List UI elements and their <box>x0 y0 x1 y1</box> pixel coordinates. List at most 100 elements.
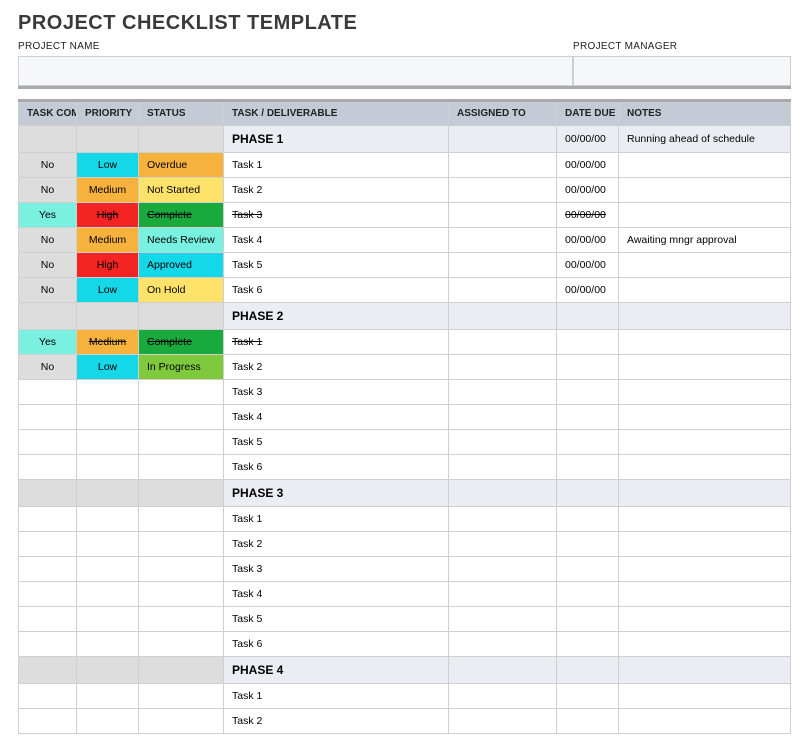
cell-due[interactable] <box>557 455 619 480</box>
cell-status[interactable]: Approved <box>139 253 224 278</box>
cell-assigned[interactable] <box>449 582 557 607</box>
cell-assigned[interactable] <box>449 178 557 203</box>
cell-assigned[interactable] <box>449 557 557 582</box>
cell-notes[interactable] <box>619 632 791 657</box>
cell-assigned[interactable] <box>449 507 557 532</box>
cell-status[interactable] <box>139 557 224 582</box>
cell-priority[interactable] <box>77 380 139 405</box>
cell-priority[interactable] <box>77 405 139 430</box>
cell-priority[interactable] <box>77 557 139 582</box>
cell-notes[interactable] <box>619 278 791 303</box>
cell-notes[interactable] <box>619 684 791 709</box>
cell-due[interactable] <box>557 380 619 405</box>
cell-task[interactable]: Task 1 <box>224 153 449 178</box>
cell-task[interactable]: Task 2 <box>224 532 449 557</box>
cell-notes[interactable] <box>619 153 791 178</box>
cell-assigned[interactable] <box>449 253 557 278</box>
cell-complete[interactable] <box>19 607 77 632</box>
cell-status[interactable] <box>139 405 224 430</box>
cell-assigned[interactable] <box>449 430 557 455</box>
cell-status[interactable] <box>139 455 224 480</box>
cell-priority[interactable] <box>77 684 139 709</box>
cell-priority[interactable] <box>77 455 139 480</box>
cell-complete[interactable] <box>19 532 77 557</box>
cell-complete[interactable]: Yes <box>19 203 77 228</box>
cell-complete[interactable]: No <box>19 253 77 278</box>
cell-due[interactable] <box>557 709 619 734</box>
cell-task[interactable]: Task 6 <box>224 632 449 657</box>
cell-complete[interactable] <box>19 557 77 582</box>
cell-due[interactable] <box>557 507 619 532</box>
project-name-input[interactable] <box>18 56 573 86</box>
cell-due[interactable]: 00/00/00 <box>557 178 619 203</box>
cell-notes[interactable] <box>619 557 791 582</box>
cell-due[interactable] <box>557 684 619 709</box>
cell-priority[interactable] <box>77 709 139 734</box>
cell-task[interactable]: Task 3 <box>224 203 449 228</box>
cell-status[interactable]: Not Started <box>139 178 224 203</box>
cell-assigned[interactable] <box>449 228 557 253</box>
cell-complete[interactable]: No <box>19 355 77 380</box>
cell-complete[interactable] <box>19 709 77 734</box>
cell-task[interactable]: Task 5 <box>224 607 449 632</box>
cell-priority[interactable]: Medium <box>77 228 139 253</box>
cell-priority[interactable] <box>77 532 139 557</box>
cell-priority[interactable] <box>77 632 139 657</box>
cell-notes[interactable] <box>619 380 791 405</box>
cell-due[interactable] <box>557 330 619 355</box>
cell-priority[interactable] <box>77 582 139 607</box>
cell-notes[interactable] <box>619 532 791 557</box>
cell-complete[interactable]: No <box>19 178 77 203</box>
cell-task[interactable]: Task 2 <box>224 355 449 380</box>
cell-task[interactable]: Task 6 <box>224 455 449 480</box>
cell-complete[interactable] <box>19 582 77 607</box>
cell-notes[interactable] <box>619 507 791 532</box>
cell-notes[interactable] <box>619 709 791 734</box>
cell-task[interactable]: Task 3 <box>224 380 449 405</box>
cell-assigned[interactable] <box>449 380 557 405</box>
cell-task[interactable]: Task 1 <box>224 684 449 709</box>
cell-task[interactable]: Task 6 <box>224 278 449 303</box>
cell-complete[interactable]: No <box>19 228 77 253</box>
cell-status[interactable]: Overdue <box>139 153 224 178</box>
cell-due[interactable]: 00/00/00 <box>557 228 619 253</box>
cell-assigned[interactable] <box>449 532 557 557</box>
cell-status[interactable] <box>139 507 224 532</box>
cell-priority[interactable]: Low <box>77 153 139 178</box>
cell-task[interactable]: Task 4 <box>224 228 449 253</box>
cell-assigned[interactable] <box>449 607 557 632</box>
cell-task[interactable]: Task 4 <box>224 405 449 430</box>
cell-status[interactable] <box>139 632 224 657</box>
cell-complete[interactable] <box>19 507 77 532</box>
cell-priority[interactable]: Medium <box>77 178 139 203</box>
cell-task[interactable]: Task 5 <box>224 430 449 455</box>
cell-assigned[interactable] <box>449 153 557 178</box>
cell-task[interactable]: Task 3 <box>224 557 449 582</box>
cell-notes[interactable] <box>619 203 791 228</box>
cell-notes[interactable] <box>619 607 791 632</box>
cell-due[interactable] <box>557 632 619 657</box>
cell-complete[interactable] <box>19 405 77 430</box>
cell-assigned[interactable] <box>449 632 557 657</box>
cell-assigned[interactable] <box>449 709 557 734</box>
cell-task[interactable]: Task 1 <box>224 330 449 355</box>
cell-status[interactable]: In Progress <box>139 355 224 380</box>
cell-assigned[interactable] <box>449 405 557 430</box>
cell-task[interactable]: Task 1 <box>224 507 449 532</box>
cell-task[interactable]: Task 4 <box>224 582 449 607</box>
cell-status[interactable]: Complete <box>139 330 224 355</box>
cell-status[interactable] <box>139 582 224 607</box>
cell-complete[interactable]: No <box>19 153 77 178</box>
cell-due[interactable] <box>557 355 619 380</box>
cell-notes[interactable] <box>619 178 791 203</box>
cell-priority[interactable] <box>77 430 139 455</box>
cell-notes[interactable] <box>619 405 791 430</box>
cell-status[interactable] <box>139 430 224 455</box>
cell-due[interactable] <box>557 430 619 455</box>
cell-assigned[interactable] <box>449 684 557 709</box>
cell-priority[interactable] <box>77 607 139 632</box>
cell-due[interactable]: 00/00/00 <box>557 153 619 178</box>
cell-assigned[interactable] <box>449 455 557 480</box>
cell-complete[interactable] <box>19 430 77 455</box>
cell-due[interactable]: 00/00/00 <box>557 253 619 278</box>
